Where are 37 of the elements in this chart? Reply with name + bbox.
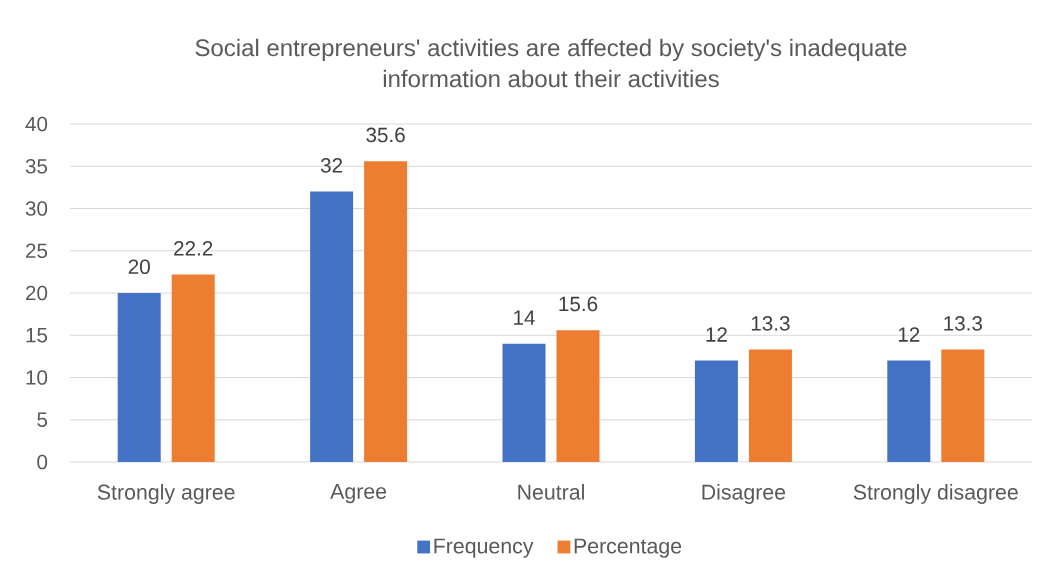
data-label: 35.6 (366, 127, 405, 143)
legend-label: Percentage (574, 538, 682, 558)
bar (887, 360, 931, 462)
data-label: 22.2 (174, 241, 213, 256)
bar (694, 360, 738, 462)
y-tick-label: 10 (26, 370, 48, 385)
bar (364, 161, 408, 462)
bar (171, 274, 215, 462)
data-label: 13.3 (944, 316, 982, 331)
bar (502, 343, 546, 462)
x-tick-label: Agree (330, 484, 387, 504)
data-label: 14 (514, 310, 535, 325)
data-label: 13.3 (751, 316, 790, 331)
data-label: 12 (706, 327, 727, 342)
y-tick-label: 15 (26, 328, 48, 343)
legend-label: Frequency (434, 538, 534, 558)
y-tick-label: 35 (25, 158, 48, 174)
y-tick-label: 25 (26, 243, 48, 259)
x-tick-label: Neutral (518, 484, 584, 500)
bar (748, 349, 792, 462)
chart-title: Social entrepreneurs' activities are affected by society's inadequate information about their activities (195, 38, 907, 88)
bar (941, 349, 985, 462)
y-tick-label: 5 (37, 412, 48, 427)
data-label: 12 (898, 327, 920, 342)
x-tick-label: Strongly agree (97, 484, 235, 504)
data-label: 32 (320, 158, 343, 173)
bar (310, 191, 354, 462)
y-tick-label: 0 (37, 454, 48, 470)
bar (117, 293, 161, 462)
y-tick-label: 30 (25, 201, 48, 216)
bar (556, 330, 600, 462)
y-tick-label: 40 (25, 116, 48, 132)
data-label: 15.6 (559, 296, 598, 312)
data-label: 20 (128, 259, 150, 275)
y-tick-label: 20 (26, 285, 48, 301)
x-tick-label: Disagree (702, 484, 786, 504)
x-tick-label: Strongly disagree (853, 484, 1018, 504)
